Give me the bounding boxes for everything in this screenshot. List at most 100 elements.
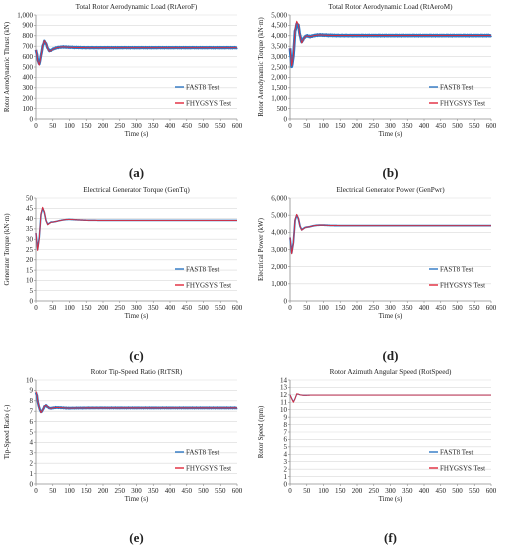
y-tick-label: 10 <box>26 376 34 384</box>
x-tick-label: 250 <box>369 487 380 495</box>
y-tick-label: 5 <box>284 443 288 451</box>
x-tick-label: 450 <box>436 487 447 495</box>
x-tick-label: 100 <box>64 487 75 495</box>
x-tick-label: 450 <box>436 122 447 130</box>
y-tick-label: 50 <box>26 194 34 202</box>
y-tick-label: 8 <box>284 421 288 429</box>
y-tick-label: 2,500 <box>271 63 287 71</box>
y-axis-label: Rotor Speed (rpm) <box>257 405 265 458</box>
x-tick-label: 50 <box>49 487 57 495</box>
y-tick-label: 7 <box>284 428 288 436</box>
y-tick-label: 40 <box>26 215 34 223</box>
x-tick-label: 350 <box>402 304 413 312</box>
x-tick-label: 450 <box>182 304 193 312</box>
y-tick-label: 4,000 <box>271 229 287 237</box>
x-tick-label: 50 <box>303 122 311 130</box>
x-tick-label: 150 <box>335 122 346 130</box>
x-tick-label: 500 <box>452 487 463 495</box>
y-tick-label: 2 <box>284 465 288 473</box>
x-tick-label: 350 <box>148 304 159 312</box>
y-tick-label: 3,500 <box>271 43 287 51</box>
x-tick-label: 350 <box>148 487 159 495</box>
x-tick-label: 600 <box>232 122 243 130</box>
y-tick-label: 1,000 <box>271 280 287 288</box>
y-tick-label: 0 <box>284 297 288 305</box>
y-tick-label: 13 <box>280 384 288 392</box>
legend-label: FAST8 Test <box>440 265 473 273</box>
y-tick-label: 3 <box>30 449 34 457</box>
series-line-fast8 <box>289 214 492 254</box>
x-tick-label: 250 <box>115 304 126 312</box>
y-tick-label: 1 <box>284 473 288 481</box>
x-tick-label: 350 <box>402 122 413 130</box>
y-tick-label: 5 <box>30 428 34 436</box>
y-tick-label: 1 <box>30 470 34 478</box>
chart-title: Electrical Generator Torque (GenTq) <box>83 186 190 194</box>
x-tick-label: 0 <box>34 487 38 495</box>
x-tick-label: 50 <box>49 122 57 130</box>
series-line-fast8 <box>34 39 238 66</box>
x-tick-label: 250 <box>115 487 126 495</box>
y-tick-label: 20 <box>26 256 34 264</box>
x-tick-label: 500 <box>198 122 209 130</box>
x-tick-label: 200 <box>352 122 363 130</box>
y-tick-label: 6 <box>284 436 288 444</box>
x-tick-label: 250 <box>369 122 380 130</box>
y-tick-label: 0 <box>30 480 34 488</box>
x-tick-label: 300 <box>131 304 142 312</box>
y-tick-label: 3,000 <box>271 53 287 61</box>
series-line-fhygsys <box>35 206 237 251</box>
y-tick-label: 5,000 <box>271 211 287 219</box>
x-tick-label: 200 <box>98 487 109 495</box>
legend-label: FAST8 Test <box>186 83 219 91</box>
y-tick-label: 400 <box>23 74 34 82</box>
legend-label: FAST8 Test <box>186 265 219 273</box>
y-tick-label: 4 <box>284 451 288 459</box>
y-axis-label: Rotor Aerodynamic Thrust (kN) <box>3 21 11 112</box>
x-tick-label: 450 <box>182 122 193 130</box>
x-tick-label: 500 <box>452 304 463 312</box>
y-tick-label: 2 <box>30 460 34 468</box>
x-tick-label: 600 <box>232 487 243 495</box>
legend-label: FHYGSYS Test <box>186 99 231 107</box>
legend-label: FHYGSYS Test <box>186 281 231 289</box>
y-tick-label: 5 <box>30 287 34 295</box>
x-axis-label: Time (s) <box>125 312 149 320</box>
x-tick-label: 500 <box>198 487 209 495</box>
series-line-fhygsys <box>35 40 237 66</box>
x-tick-label: 100 <box>318 122 329 130</box>
x-tick-label: 300 <box>385 304 396 312</box>
y-tick-label: 4 <box>30 439 34 447</box>
legend-label: FHYGSYS Test <box>440 464 485 472</box>
y-tick-label: 1,000 <box>17 11 33 19</box>
y-tick-label: 45 <box>26 205 34 213</box>
y-tick-label: 6 <box>30 418 34 426</box>
x-tick-label: 100 <box>64 122 75 130</box>
x-tick-label: 600 <box>486 122 497 130</box>
x-tick-label: 550 <box>469 122 480 130</box>
chart-panel-3: Electrical Generator Torque (GenTq) 0 5 10 1… <box>3 186 243 363</box>
y-tick-label: 14 <box>280 376 288 384</box>
y-tick-label: 7 <box>30 408 34 416</box>
x-tick-label: 300 <box>131 487 142 495</box>
x-tick-label: 100 <box>318 487 329 495</box>
x-tick-label: 200 <box>98 304 109 312</box>
y-tick-label: 300 <box>23 84 34 92</box>
y-tick-label: 9 <box>30 387 34 395</box>
chart-panel-2: Total Rotor Aerodynamic Load (RtAeroM) 0 5… <box>257 3 497 180</box>
x-tick-label: 550 <box>215 304 226 312</box>
y-tick-label: 15 <box>26 266 34 274</box>
legend-label: FHYGSYS Test <box>186 464 231 472</box>
x-tick-label: 400 <box>419 122 430 130</box>
x-tick-label: 450 <box>182 487 193 495</box>
x-axis-label: Time (s) <box>379 130 403 138</box>
x-tick-label: 400 <box>165 487 176 495</box>
y-axis-label: Rotor Aerodynamic Torque (kN·m) <box>257 17 265 117</box>
x-tick-label: 100 <box>64 304 75 312</box>
y-tick-label: 0 <box>30 297 34 305</box>
panel-label: (c) <box>129 348 143 363</box>
x-tick-label: 550 <box>469 304 480 312</box>
y-tick-label: 200 <box>23 95 34 103</box>
y-tick-label: 25 <box>26 246 34 254</box>
